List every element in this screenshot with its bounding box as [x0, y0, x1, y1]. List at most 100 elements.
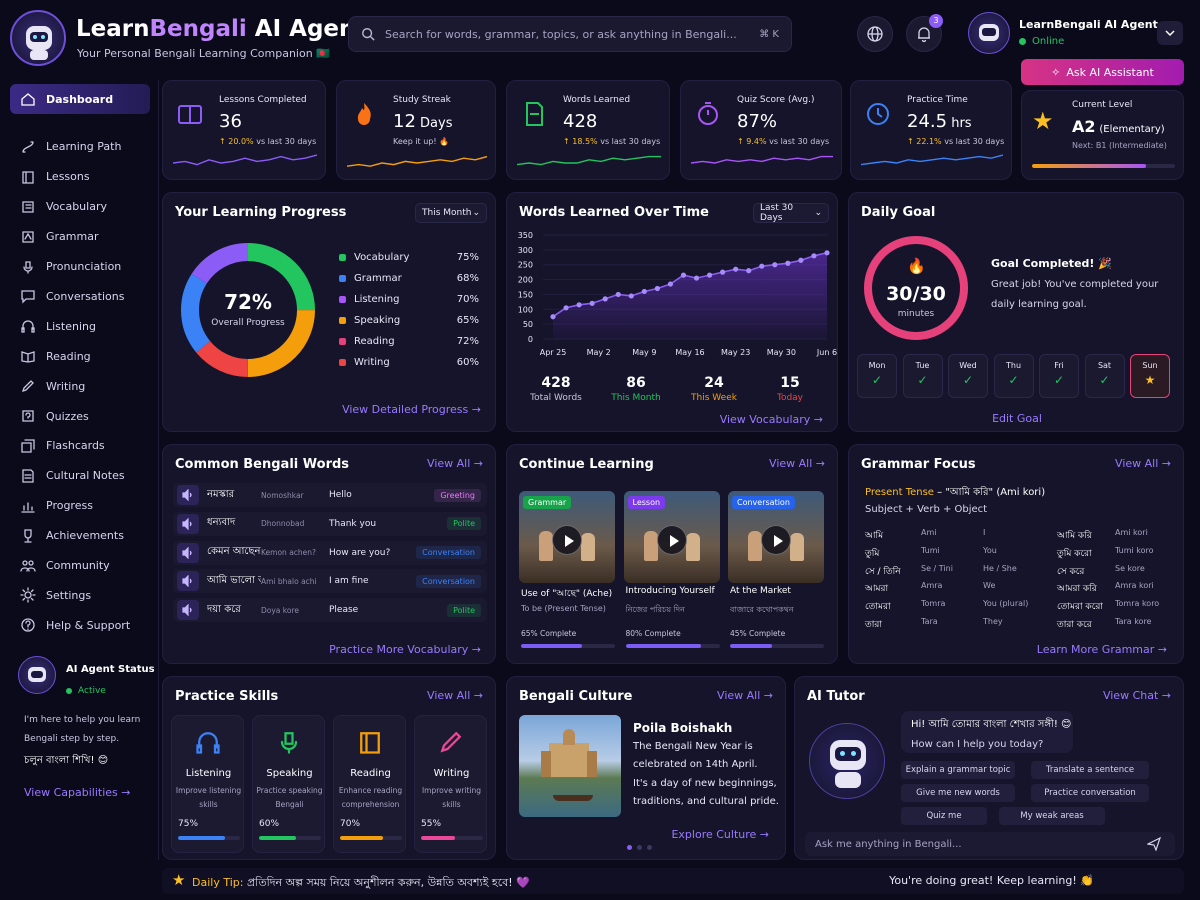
ask-ai-button[interactable]: ✧ Ask AI Assistant: [1021, 59, 1184, 85]
sidebar-item-pronunciation[interactable]: Pronunciation: [10, 255, 150, 279]
suggestion-chip[interactable]: Practice conversation: [1031, 784, 1149, 802]
user-avatar[interactable]: [968, 12, 1010, 54]
speaker-icon[interactable]: [177, 571, 199, 592]
word-summary-item: 428 Total Words: [530, 375, 582, 403]
sidebar-item-reading[interactable]: Reading: [10, 344, 150, 368]
sidebar: Dashboard Learning Path Lessons Vocabulary G…: [0, 80, 152, 900]
grammar-view-all[interactable]: View All →: [1115, 457, 1171, 470]
suggestion-chip[interactable]: My weak areas: [999, 807, 1105, 825]
suggestion-chip[interactable]: Translate a sentence: [1031, 761, 1149, 779]
common-words-view-all[interactable]: View All →: [427, 457, 483, 470]
word-row[interactable]: ধন্যবাদ Dhonnobad Thank you Polite: [173, 511, 487, 536]
play-button[interactable]: [552, 525, 582, 555]
data-point: [602, 296, 608, 302]
app-subtitle: Your Personal Bengali Learning Companion…: [77, 47, 330, 60]
sidebar-item-flashcards[interactable]: Flashcards: [10, 434, 150, 458]
skill-tile-reading[interactable]: Reading Enhance reading comprehension 70%: [333, 715, 406, 853]
sidebar-item-quizzes[interactable]: Quizzes: [10, 404, 150, 428]
goal-day-fri: Fri ✓: [1039, 354, 1079, 398]
tutor-input[interactable]: Ask me anything in Bengali...: [805, 832, 1175, 856]
sidebar-item-label: Cultural Notes: [46, 469, 125, 483]
skill-tile-writing[interactable]: Writing Improve writing skills 55%: [414, 715, 487, 853]
sidebar-item-cultural-notes[interactable]: Cultural Notes: [10, 464, 150, 488]
notifications-button[interactable]: 3: [906, 14, 943, 52]
sidebar-item-lessons[interactable]: Lessons: [10, 165, 150, 189]
send-icon[interactable]: [1143, 834, 1165, 854]
continue-view-all[interactable]: View All →: [769, 457, 825, 470]
word-row[interactable]: দয়া করে Doya kore Please Polite: [173, 598, 487, 623]
sidebar-item-vocabulary[interactable]: Vocabulary: [10, 195, 150, 219]
sidebar-item-settings[interactable]: Settings: [10, 583, 150, 607]
overall-progress-label: Overall Progress: [211, 318, 285, 328]
speaker-icon[interactable]: [177, 485, 199, 505]
sidebar-item-conversations[interactable]: Conversations: [10, 284, 150, 308]
speaker-icon[interactable]: [177, 513, 199, 534]
data-point: [706, 272, 713, 278]
sidebar-item-label: Lessons: [46, 170, 90, 184]
lesson-thumbnail[interactable]: Conversation: [728, 491, 824, 583]
words-filter-select[interactable]: Last 30 Days ⌄: [753, 203, 829, 223]
sidebar-item-achievements[interactable]: Achievements: [10, 524, 150, 548]
agent-status-title: AI Agent Status: [66, 664, 155, 675]
notification-badge: 3: [929, 14, 943, 28]
learn-more-grammar-link[interactable]: Learn More Grammar →: [1036, 643, 1167, 656]
skill-tile-speaking[interactable]: Speaking Practice speaking Bengali 60%: [252, 715, 325, 853]
language-button[interactable]: [857, 16, 893, 52]
search-input[interactable]: Search for words, grammar, topics, or as…: [385, 27, 737, 41]
sidebar-item-help-support[interactable]: Help & Support: [10, 613, 150, 637]
goal-day-sat: Sat ✓: [1084, 354, 1125, 398]
data-point: [641, 288, 647, 295]
progress-filter-select[interactable]: This Month ⌄: [415, 203, 487, 223]
sidebar-item-learning-path[interactable]: Learning Path: [10, 135, 150, 159]
agent-text-1: I'm here to help you learn: [24, 715, 141, 725]
stat-card-lessons-completed: Lessons Completed 36 ↑ 20.0% vs last 30 da…: [162, 80, 326, 180]
word-summary-item: 86 This Month: [611, 375, 661, 403]
data-point: [733, 266, 739, 272]
check-icon: ✓: [1099, 373, 1110, 387]
search-shortcut: ⌘ K: [759, 28, 779, 40]
practice-more-vocabulary-link[interactable]: Practice More Vocabulary →: [329, 643, 481, 656]
user-menu-button[interactable]: [1157, 21, 1183, 45]
skills-view-all[interactable]: View All →: [427, 689, 483, 702]
suggestion-chip[interactable]: Explain a grammar topic: [901, 761, 1015, 779]
sidebar-item-dashboard[interactable]: Dashboard: [10, 84, 150, 114]
ai-tutor-card: AI Tutor View Chat → Hi! আমি তোমার বাংলা…: [794, 676, 1184, 860]
explore-culture-link[interactable]: Explore Culture →: [671, 828, 769, 841]
headphones-icon: [20, 318, 36, 334]
edit-goal-link[interactable]: Edit Goal: [992, 412, 1042, 425]
suggestion-chip[interactable]: Quiz me: [901, 807, 987, 825]
speaker-icon[interactable]: [177, 600, 199, 621]
sidebar-item-writing[interactable]: Writing: [10, 374, 150, 398]
word-row[interactable]: কেমন আছেন? Kemon achen? How are you? Conver…: [173, 540, 487, 565]
lesson-thumbnail[interactable]: Lesson: [623, 491, 720, 583]
play-icon: [669, 535, 679, 547]
culture-view-all[interactable]: View All →: [717, 689, 773, 702]
sidebar-item-label: Progress: [46, 499, 93, 513]
view-chat-link[interactable]: View Chat →: [1102, 689, 1171, 702]
data-point: [680, 272, 687, 278]
view-detailed-progress-link[interactable]: View Detailed Progress →: [342, 403, 481, 416]
pen-icon: [20, 378, 36, 394]
speaker-icon[interactable]: [177, 542, 199, 563]
y-tick-label: 100: [518, 305, 533, 314]
word-row[interactable]: নমস্কার Nomoshkar Hello Greeting: [173, 483, 487, 507]
sidebar-item-progress[interactable]: Progress: [10, 494, 150, 518]
suggestion-chip[interactable]: Give me new words: [901, 784, 1015, 802]
list-icon: [20, 199, 36, 215]
sidebar-item-grammar[interactable]: Grammar: [10, 225, 150, 249]
lesson-progress-bar: [625, 644, 720, 648]
search-bar[interactable]: Search for words, grammar, topics, or as…: [348, 16, 792, 52]
x-tick-label: Jun 6: [816, 348, 837, 357]
play-button[interactable]: [656, 525, 687, 555]
x-tick-label: May 30: [767, 348, 796, 357]
play-button[interactable]: [761, 525, 791, 555]
lesson-thumbnail[interactable]: Grammar: [519, 491, 615, 583]
skill-tile-listening[interactable]: Listening Improve listening skills 75%: [171, 715, 244, 853]
sidebar-item-community[interactable]: Community: [10, 554, 150, 578]
carousel-dots[interactable]: [627, 845, 652, 850]
view-vocabulary-link[interactable]: View Vocabulary →: [719, 413, 823, 426]
stat-note: Keep it up! 🔥: [393, 137, 450, 146]
sidebar-item-listening[interactable]: Listening: [10, 314, 150, 338]
view-capabilities-link[interactable]: View Capabilities →: [24, 786, 131, 799]
